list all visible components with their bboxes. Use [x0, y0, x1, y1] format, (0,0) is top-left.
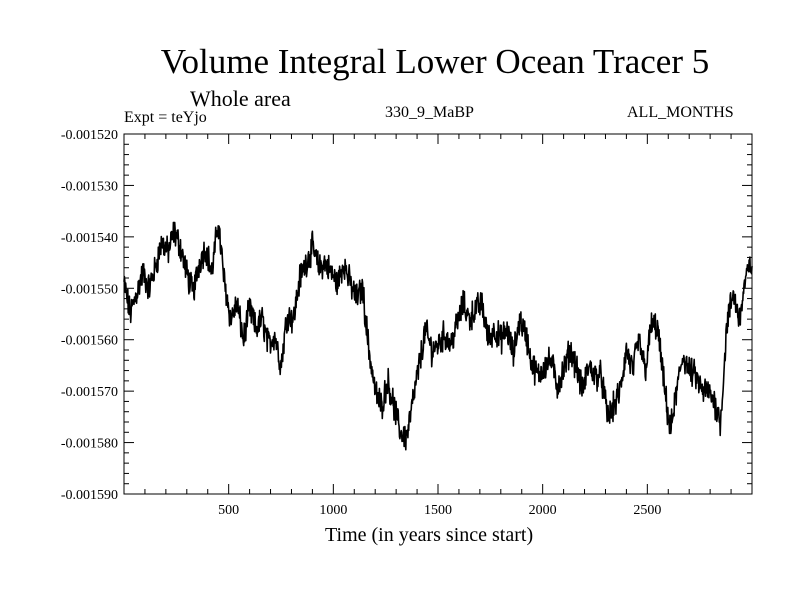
run-label: 330_9_MaBP: [385, 104, 474, 121]
y-tick-label: -0.001550: [61, 282, 118, 297]
y-tick-label: -0.001560: [61, 334, 118, 349]
axis-layer: 500 1000 1500 2000 2500 -0.001520 -0.001530 -0.…: [61, 128, 752, 518]
x-tick-label: 500: [218, 503, 239, 518]
x-tick-label: 2000: [529, 503, 557, 518]
chart-title: Volume Integral Lower Ocean Tracer 5: [160, 42, 710, 81]
y-tick-label: -0.001570: [61, 385, 118, 400]
x-tick-label: 2500: [633, 503, 661, 518]
y-tick-label: -0.001520: [61, 128, 118, 143]
series-line: [123, 221, 753, 451]
experiment-label: Expt = teYjo: [124, 109, 207, 126]
x-axis-label: Time (in years since start): [325, 524, 534, 546]
y-tick-label: -0.001540: [61, 231, 118, 246]
x-tick-label: 1500: [424, 503, 452, 518]
y-tick-label: -0.001580: [61, 437, 118, 452]
chart-subtitle: Whole area: [190, 86, 291, 111]
x-tick-label: 1000: [319, 503, 347, 518]
y-tick-label: -0.001530: [61, 179, 118, 194]
months-label: ALL_MONTHS: [627, 104, 734, 121]
y-tick-label: -0.001590: [61, 488, 118, 503]
plot-frame: [123, 133, 753, 495]
series-layer: [123, 221, 753, 451]
